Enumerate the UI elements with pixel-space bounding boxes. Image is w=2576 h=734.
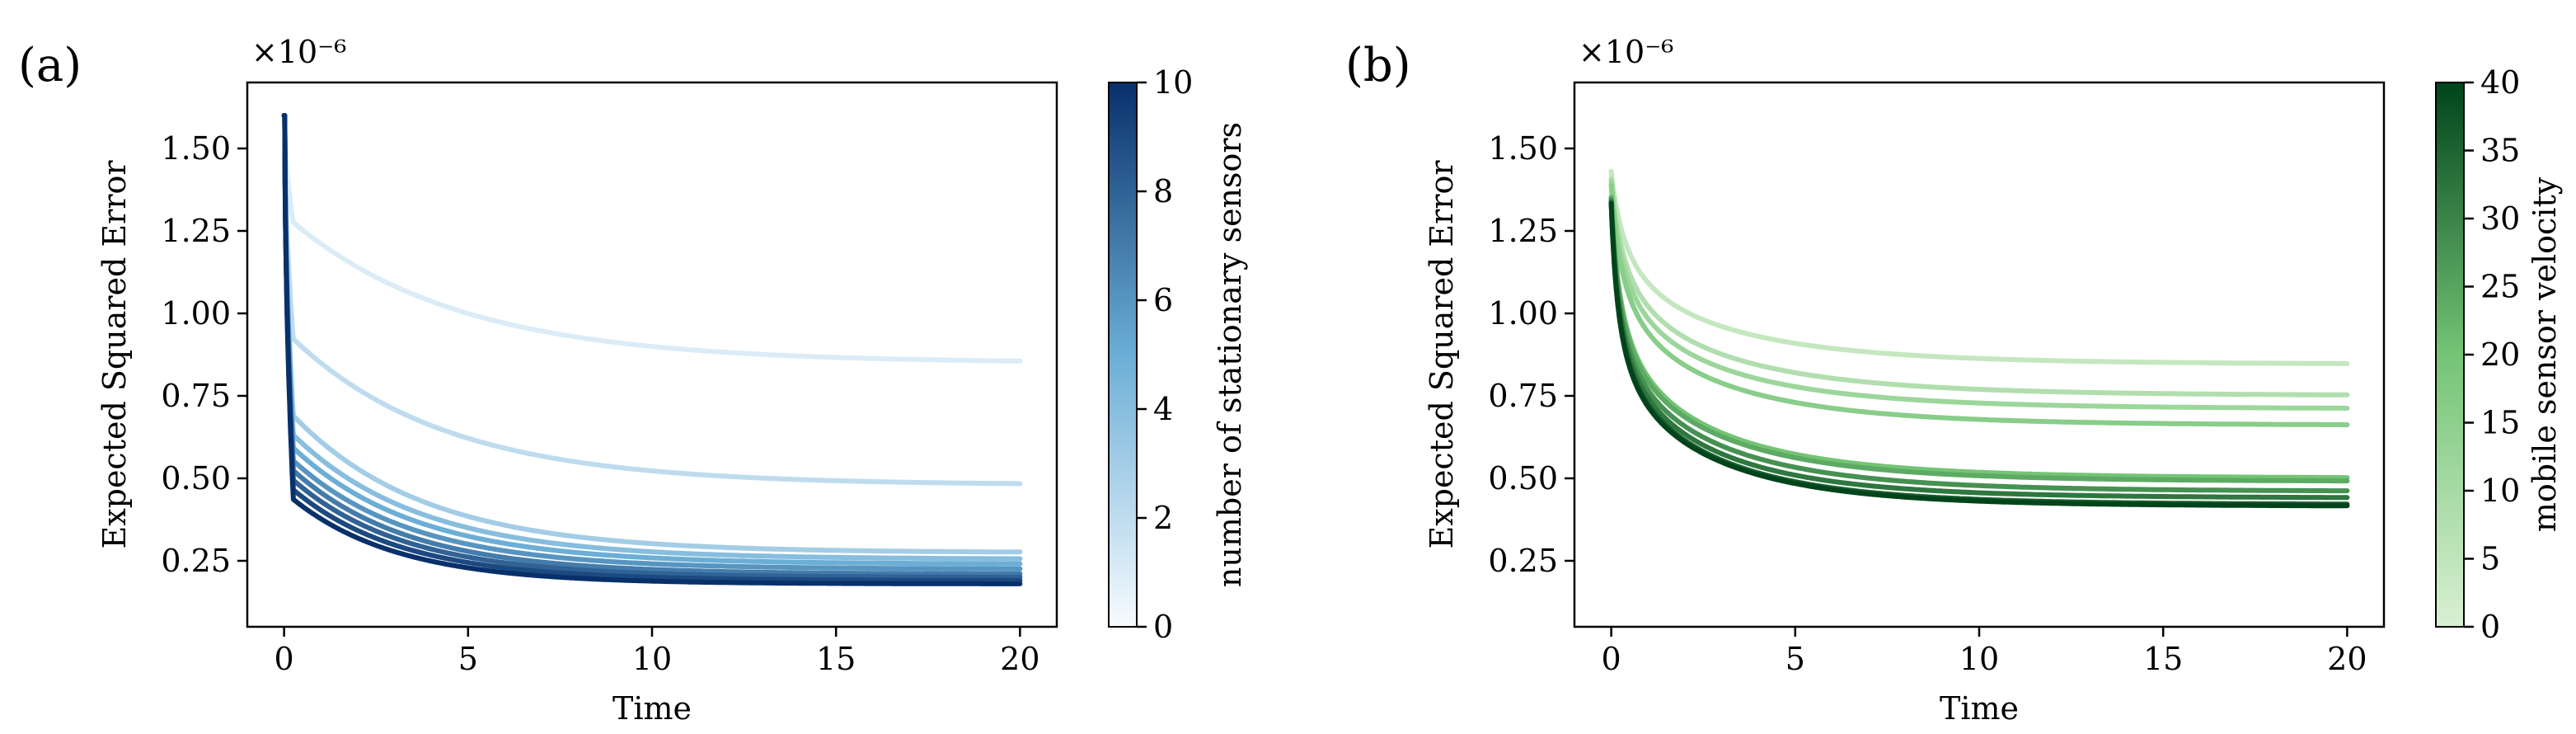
series-line-24 [1608, 195, 2350, 484]
colorbar-tick-label: 0 [1153, 609, 1173, 645]
colorbar-b [2435, 82, 2465, 628]
x-tick-label: 5 [1785, 641, 1805, 677]
series-group-b [1608, 168, 2350, 509]
colorbar-ticks-a: 0 2 4 6 8 10 [1137, 64, 1193, 645]
y-tick-label: 1.50 [161, 130, 231, 167]
x-tick-label: 15 [816, 641, 856, 677]
series-line-7 [281, 113, 1023, 576]
panel-b: (b) ×10⁻⁶ 0 5 10 15 20 0.25 0.50 0.75 1.00 1.25 1.… [1345, 34, 2563, 727]
x-tick-label: 0 [274, 641, 294, 677]
x-tick-label: 20 [1000, 641, 1039, 677]
series-line-32 [1608, 199, 2350, 501]
plot-frame-b [1573, 81, 2386, 628]
colorbar-tick-label: 6 [1153, 282, 1173, 318]
colorbar-tick-label: 8 [1153, 173, 1173, 209]
axis-ticks-a: 0 5 10 15 20 0.25 0.50 0.75 1.00 1.25 1.50 [161, 130, 1039, 677]
series-line-10 [281, 113, 1023, 586]
colorbar-label-a: number of stationary sensors [1212, 122, 1248, 587]
colorbar-tick-label: 4 [1153, 391, 1173, 427]
x-tick-label: 5 [458, 641, 478, 677]
colorbar-tick-label: 30 [2480, 200, 2520, 237]
colorbar-tick-label: 10 [1153, 64, 1193, 101]
y-tick-label: 0.50 [161, 460, 231, 496]
series-line-8 [1608, 176, 2350, 398]
x-axis-label-a: Time [612, 690, 692, 727]
panel-a: (a) ×10⁻⁶ 0 5 10 15 200.250.500.751.001.251.… [18, 34, 1248, 727]
y-axis-label-a: Expected Squared Error [96, 160, 133, 549]
y-tick-label: 0.50 [1488, 460, 1558, 496]
colorbar-ticks-b: 0 5 10 15 20 25 30 35 40 [2464, 64, 2520, 645]
series-line-6 [281, 113, 1023, 572]
x-tick-label: 10 [1959, 641, 1999, 677]
x-tick-label: 0 [1602, 641, 1621, 677]
y-scale-label-b: ×10⁻⁶ [1579, 34, 1673, 70]
x-tick-label: 10 [632, 641, 672, 677]
series-line-3 [281, 113, 1023, 555]
colorbar-tick-label: 40 [2480, 64, 2520, 101]
colorbar-tick-label: 25 [2480, 269, 2520, 305]
series-line-16 [1608, 182, 2350, 427]
colorbar-tick-label: 0 [2480, 609, 2500, 645]
colorbar-tick-label: 15 [2480, 405, 2520, 441]
y-tick-label: 0.25 [161, 543, 231, 579]
colorbar-tick-label: 35 [2480, 133, 2520, 169]
y-tick-label: 1.25 [161, 213, 231, 249]
series-line-28 [1608, 197, 2350, 494]
colorbar-tick-label: 2 [1153, 500, 1173, 536]
colorbar-tick-label: 20 [2480, 336, 2520, 373]
axis-ticks-b: 0 5 10 15 20 0.25 0.50 0.75 1.00 1.25 1.50 [1488, 130, 2367, 677]
colorbar-tick-label: 5 [2480, 541, 2500, 577]
x-axis-label-b: Time [1940, 690, 2019, 727]
panel-label-a: (a) [18, 39, 82, 92]
series-line-4 [281, 113, 1023, 562]
series-line-2 [281, 113, 1023, 487]
y-tick-label: 1.25 [1488, 213, 1558, 249]
plot-frame-a [246, 81, 1058, 628]
x-tick-label: 20 [2327, 641, 2367, 677]
series-line-20 [1608, 195, 2350, 481]
panel-label-b: (b) [1345, 39, 1411, 92]
y-scale-label-a: ×10⁻⁶ [251, 34, 346, 70]
series-line-5 [281, 113, 1023, 567]
colorbar-label-b: mobile sensor velocity [2527, 176, 2563, 532]
x-tick-label: 15 [2143, 641, 2183, 677]
y-tick-label: 1.00 [161, 295, 231, 332]
y-tick-label: 0.75 [161, 378, 231, 414]
series-line-8 [281, 113, 1023, 580]
y-tick-label: 0.75 [1488, 378, 1558, 414]
series-group-a [281, 113, 1023, 586]
y-axis-label-b: Expected Squared Error [1424, 160, 1460, 549]
colorbar-tick-label: 10 [2480, 473, 2520, 509]
y-tick-label: 1.00 [1488, 295, 1558, 332]
series-line-4 [1608, 168, 2350, 366]
series-line-40 [1608, 200, 2350, 509]
series-line-12 [1608, 179, 2350, 411]
y-tick-label: 1.50 [1488, 130, 1558, 167]
series-line-9 [281, 113, 1023, 583]
series-line-1 [281, 113, 1023, 364]
y-tick-label: 0.25 [1488, 543, 1558, 579]
colorbar-a [1108, 82, 1138, 628]
